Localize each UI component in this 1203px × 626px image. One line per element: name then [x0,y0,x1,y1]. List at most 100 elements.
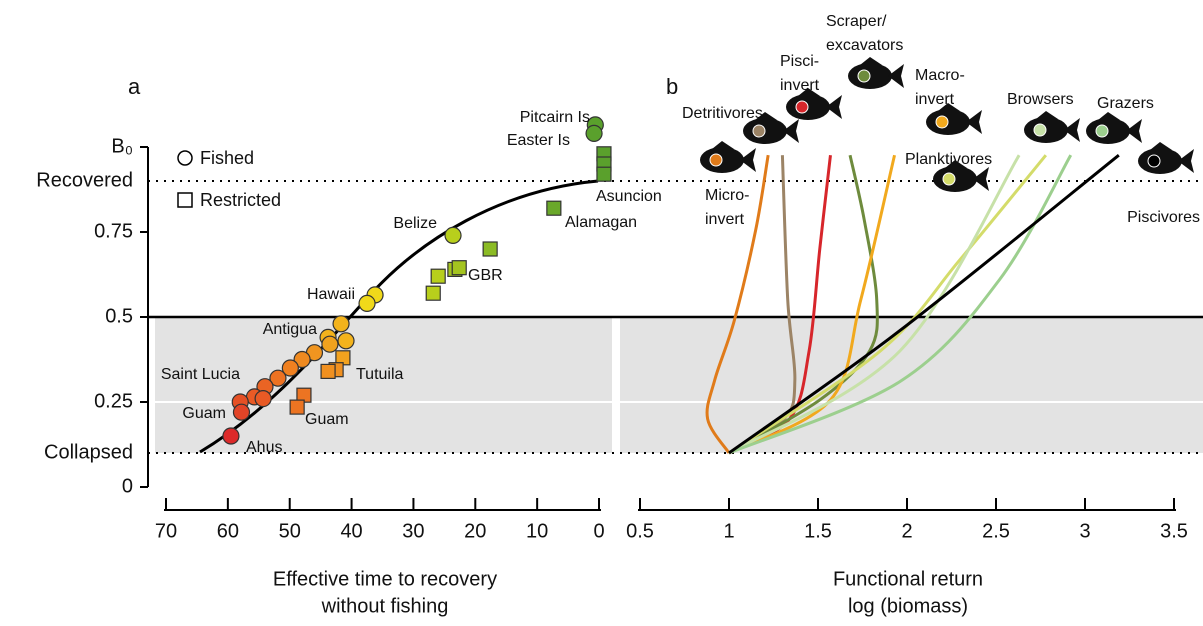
legend-marker [177,192,193,208]
fish-tail [783,119,799,143]
legend-label: Restricted [200,190,281,210]
fish-dot [709,153,723,167]
x-tick-label: 30 [402,520,424,542]
group-label: Browsers [1007,91,1074,108]
x-tick-label: 1 [723,520,734,542]
group-curve [728,154,1021,455]
site-label: GBR [468,267,503,284]
fish-tail [1178,149,1194,173]
site-label: Guam [182,405,226,422]
group-label: Scraper/excavators [826,13,903,54]
point [596,166,612,182]
x-axis-title: Effective time to recovery [273,568,497,590]
fish-fin [712,141,734,149]
x-tick-label: 40 [340,520,362,542]
fish-dot [752,124,766,138]
site-label: Hawaii [307,286,355,303]
fish-tail [973,167,989,191]
fish-fin [1098,112,1120,120]
fish-tail [740,148,756,172]
point [293,350,311,369]
point [332,315,350,333]
group-label: Piscivores [1127,209,1200,226]
point [269,369,287,387]
group-curve [728,154,879,455]
site-label: Belize [393,215,437,232]
point [585,124,603,142]
group-label: Pisci-invert [780,53,820,94]
group-curve [728,153,1120,455]
fish-tail [1126,119,1142,143]
point [358,294,376,312]
point [320,363,336,379]
legend-label: Fished [200,148,254,168]
fish-tail [1064,118,1080,142]
group-curve [728,154,1047,455]
x-tick-label: 1.5 [804,520,832,542]
point [337,332,355,350]
fish-fin [755,112,777,120]
point [430,268,446,284]
point [451,260,467,276]
group-label: Detritivores [682,105,763,122]
site-label: Alamagan [565,214,637,231]
site-label: Ahus [246,439,282,456]
group-curve [728,154,1073,455]
y-tick-label: Collapsed [44,441,133,463]
fish-fin [860,57,882,65]
x-axis-title: Functional return [833,568,983,590]
fish-tail [966,110,982,134]
x-tick-label: 10 [526,520,548,542]
group-curve [728,154,897,455]
fish-dot [942,172,956,186]
fish-fin [945,160,967,168]
point [546,200,562,216]
fish-icon [926,103,982,135]
x-axis-title: without fishing [321,595,449,617]
point [482,241,498,257]
site-label: Antigua [263,321,317,338]
point [321,335,339,353]
group-label: Grazers [1097,95,1154,112]
fish-fin [938,103,960,111]
group-label: Macro-invert [915,67,965,108]
x-tick-label: 20 [464,520,486,542]
fish-fin [1036,111,1058,119]
panel-label: a [128,74,141,99]
x-tick-label: 3.5 [1160,520,1188,542]
point [289,399,305,415]
fish-dot [1033,123,1047,137]
fish-dot [935,115,949,129]
y-tick-label: Recovered [36,169,133,191]
y-tick-label: 0.75 [94,220,133,242]
fish-icon [743,112,799,144]
fish-icon [700,141,756,173]
fish-tail [826,95,842,119]
y-tick-label: B₀ [111,135,133,157]
site-label: Tutuila [356,366,404,383]
fish-dot [1147,154,1161,168]
fish-icon [1138,142,1194,174]
fish-icon [848,57,904,89]
x-tick-label: 2 [901,520,912,542]
x-tick-label: 60 [217,520,239,542]
fish-dot [795,100,809,114]
fish-fin [1150,142,1172,150]
group-label: Micro-invert [705,187,749,228]
x-tick-label: 0 [593,520,604,542]
fish-icon [786,88,842,120]
fish-icon [1024,111,1080,143]
fish-tail [888,64,904,88]
panel-label: b [666,74,678,99]
y-tick-label: 0.25 [94,390,133,412]
fish-fin [798,88,820,96]
y-tick-label: 0 [122,475,133,497]
y-tick-label: 0.5 [105,305,133,327]
x-tick-label: 70 [155,520,177,542]
fish-icon [1086,112,1142,144]
x-tick-label: 50 [279,520,301,542]
point [425,285,441,301]
group-label: Planktivores [905,151,992,168]
group-curve [705,154,770,454]
point [232,403,251,421]
